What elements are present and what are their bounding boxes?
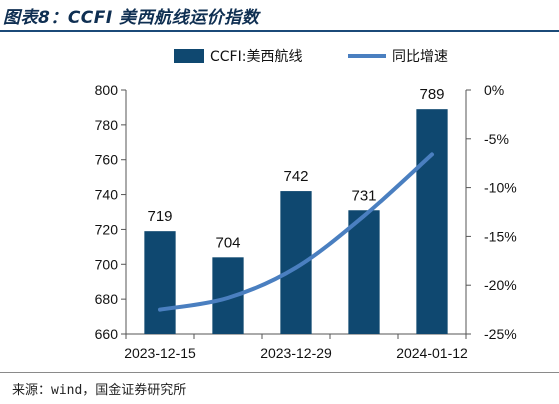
right-tick-label: -25%	[484, 326, 517, 342]
title-divider	[0, 30, 559, 32]
yoy-series-line	[158, 152, 434, 312]
bar	[416, 109, 448, 335]
left-tick-label: 680	[95, 291, 119, 307]
bar-value-label: 719	[147, 208, 172, 225]
left-tick-label: 660	[95, 326, 119, 342]
right-tick-label: 0%	[484, 82, 504, 98]
left-tick-label: 720	[95, 221, 119, 237]
yoy-line	[158, 152, 434, 312]
source-note: 来源：wind，国金证券研究所	[12, 383, 187, 398]
left-tick-label: 800	[95, 82, 119, 98]
left-tick-label: 740	[95, 187, 119, 203]
axes: 660 680 700 720 740 760 780 800 0% -5% -10% -15% -20…	[95, 82, 517, 361]
bar	[144, 231, 176, 334]
data-labels: 719 704 742 731 789	[147, 86, 444, 251]
chart: CCFI:美西航线 同比增速 660 680 700 720 740 760 780 800 0…	[95, 49, 517, 361]
right-tick-label: -15%	[484, 228, 517, 244]
bar-value-label: 789	[419, 86, 444, 103]
right-tick-label: -10%	[484, 180, 517, 196]
right-tick-label: -5%	[484, 131, 509, 147]
bar-value-label: 742	[283, 168, 308, 185]
bar-value-label: 704	[215, 234, 240, 251]
chart-title: 图表8：CCFI 美西航线运价指数	[3, 8, 260, 28]
left-tick-label: 780	[95, 117, 119, 133]
bar-value-label: 731	[351, 187, 376, 204]
legend-line-label: 同比增速	[392, 49, 448, 65]
source-divider	[0, 372, 559, 373]
x-tick-label: 2023-12-15	[124, 345, 196, 361]
right-tick-label: -20%	[484, 277, 517, 293]
x-tick-label: 2023-12-29	[260, 345, 332, 361]
x-tick-label: 2024-01-12	[396, 345, 468, 361]
legend-bar-swatch	[174, 49, 204, 63]
legend: CCFI:美西航线 同比增速	[174, 49, 448, 65]
left-tick-label: 700	[95, 256, 119, 272]
legend-bar-label: CCFI:美西航线	[210, 49, 302, 65]
bars	[144, 109, 448, 335]
bar	[348, 210, 380, 334]
left-tick-label: 760	[95, 152, 119, 168]
